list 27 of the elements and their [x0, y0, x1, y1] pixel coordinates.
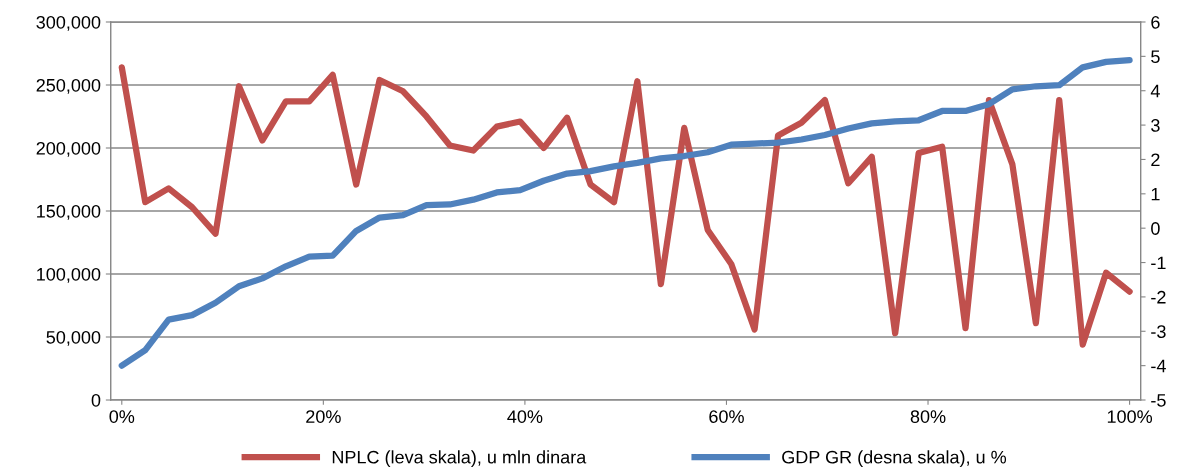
y2-tick-label: -1 [1151, 256, 1166, 270]
y2-tick-label: -4 [1151, 359, 1166, 373]
x-tick-label: 100% [1107, 410, 1153, 423]
y2-tick-label: 5 [1151, 50, 1160, 64]
x-tick-label: 20% [306, 410, 341, 423]
y-tick-label: 250,000 [36, 78, 101, 94]
x-tick-label: 60% [709, 410, 744, 423]
x-tick-label: 40% [507, 410, 543, 423]
x-tick-label: 0% [109, 410, 135, 423]
y2-tick-label: -5 [1151, 394, 1166, 407]
x-tick-label: 80% [910, 410, 946, 423]
y2-tick-label: -2 [1151, 290, 1166, 304]
legend-label: GDP GR (desna skala), u % [782, 450, 1007, 468]
y2-tick-label: 1 [1151, 187, 1160, 201]
y-tick-label: 200,000 [36, 141, 101, 157]
y-tick-label: 150,000 [37, 204, 101, 220]
y2-tick-label: -3 [1151, 325, 1166, 338]
y2-tick-label: 6 [1151, 15, 1160, 29]
y-tick-label: 100,000 [37, 267, 101, 283]
y-tick-label: 50,000 [46, 330, 101, 346]
y-tick-label: 0 [91, 393, 101, 407]
y-tick-label: 300,000 [36, 15, 101, 31]
y2-tick-label: 3 [1151, 119, 1160, 132]
legend-label: NPLC (leva skala), u mln dinara [332, 450, 587, 468]
y2-tick-label: 0 [1151, 222, 1160, 235]
y2-tick-label: 2 [1151, 153, 1160, 166]
y2-tick-label: 4 [1150, 84, 1160, 98]
